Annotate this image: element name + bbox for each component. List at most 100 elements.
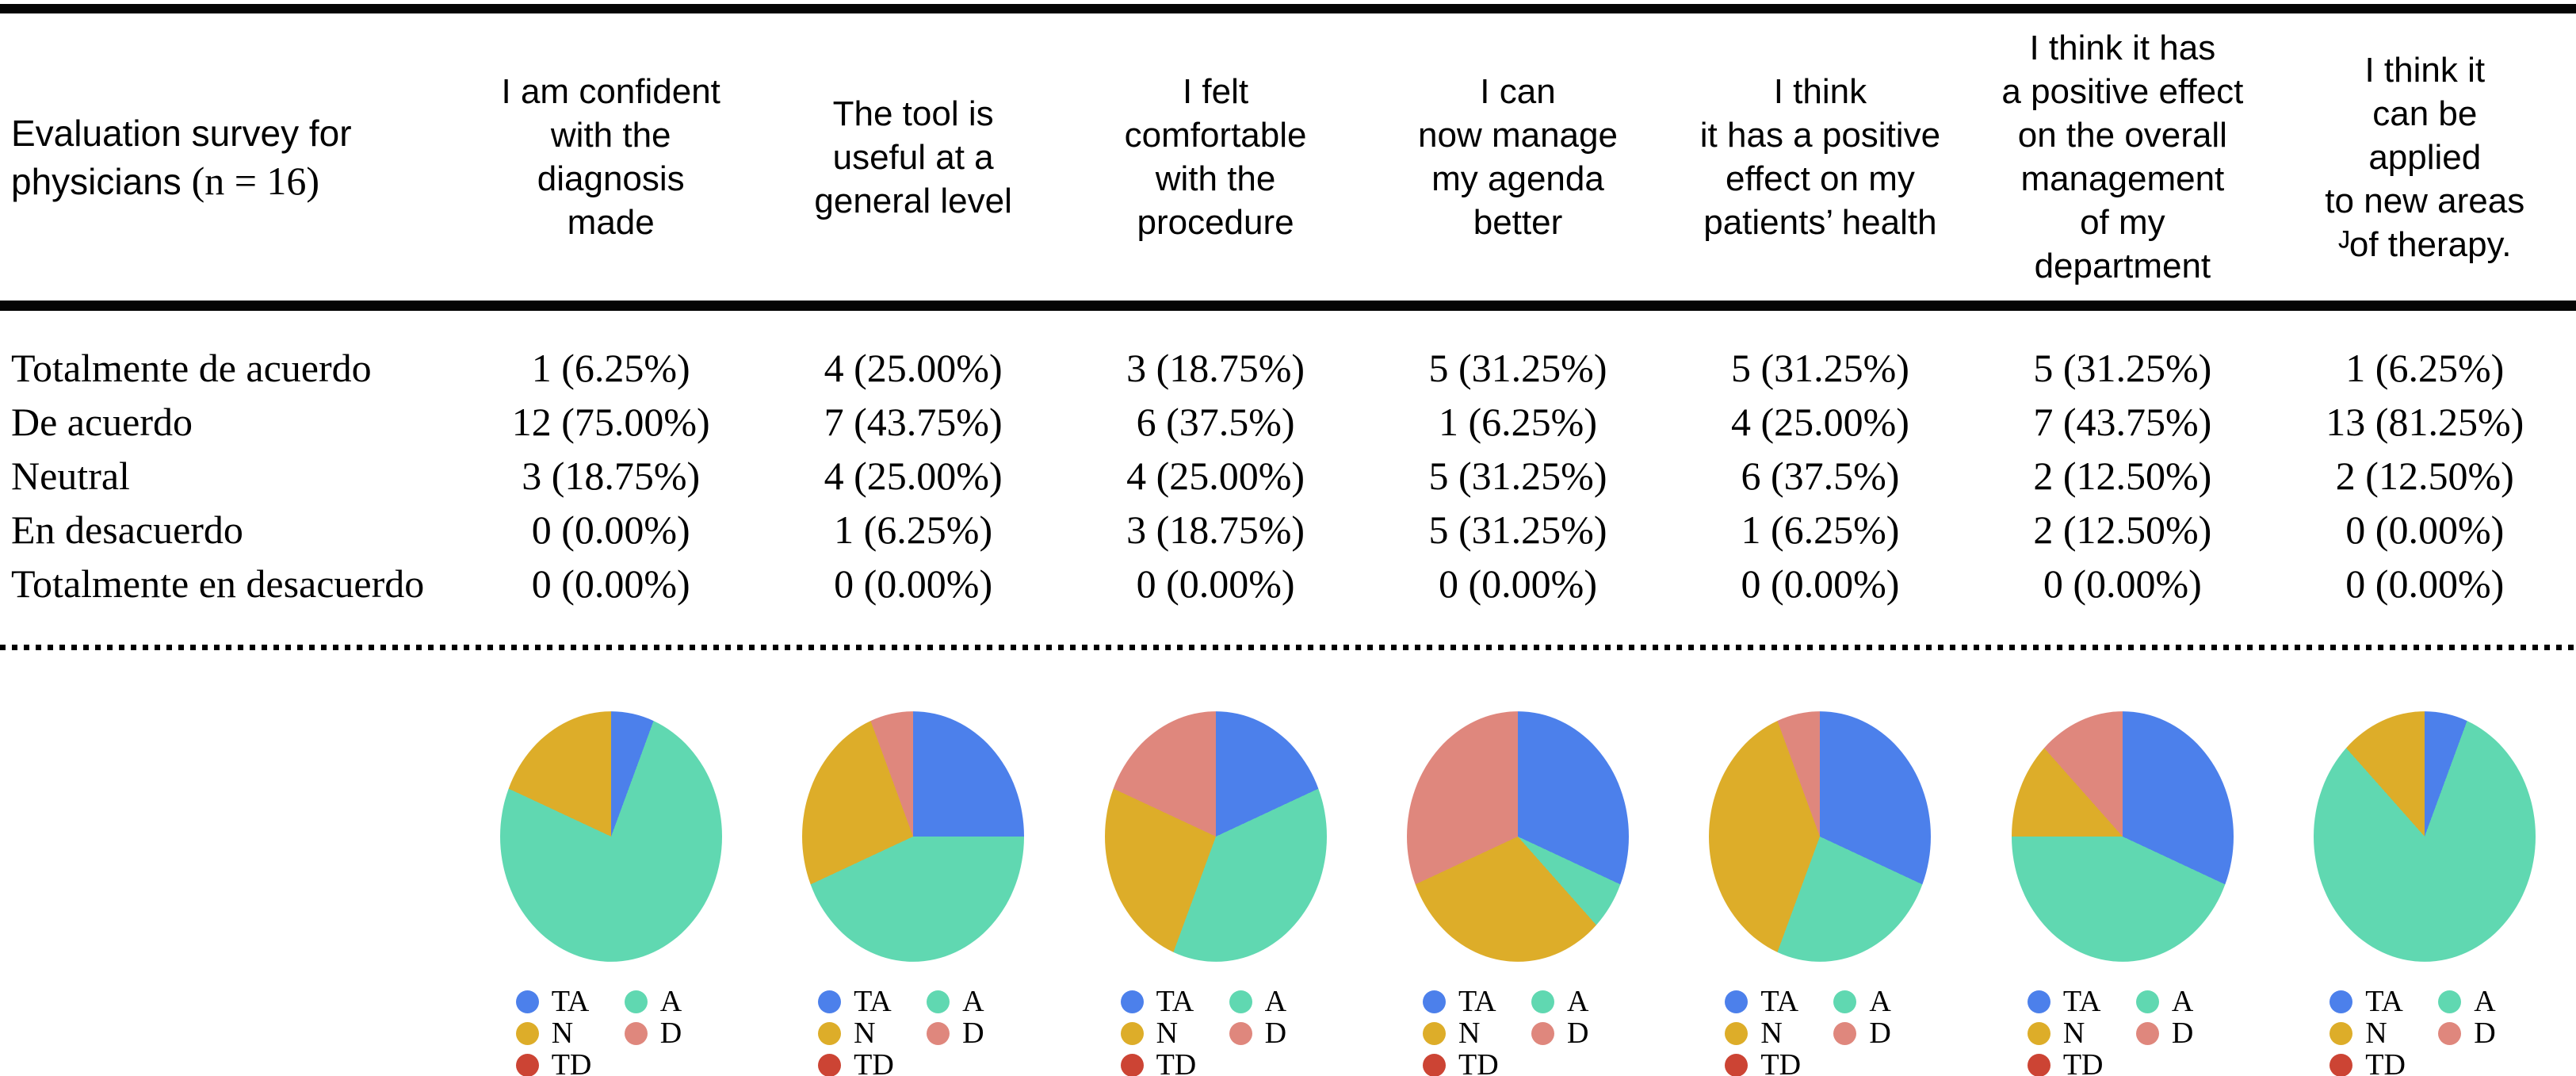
pie-legend-2: TA A N D TD — [818, 985, 1008, 1076]
legend-item-td: TD — [1725, 1048, 1806, 1076]
dotted-separator — [0, 645, 2576, 650]
column-header-line: diagnosis — [537, 159, 685, 198]
value-cell: 0 (0.00%) — [2345, 507, 2505, 552]
value-cell: 5 (31.25%) — [1428, 454, 1607, 498]
pie-chart-4 — [1406, 711, 1629, 962]
legend-label: N — [2062, 1017, 2085, 1050]
legend-item-td: TD — [2027, 1048, 2109, 1076]
pie-chart-7 — [2314, 711, 2536, 962]
pie-cell-1: TA A N D TD — [460, 711, 762, 1076]
legend-item-a: A — [1833, 985, 1915, 1018]
column-header-line: made — [567, 203, 655, 242]
pie-chart-1 — [499, 711, 722, 962]
column-header-line: I think it — [2364, 50, 2486, 90]
legend-swatch-d-icon — [2135, 1021, 2159, 1045]
legend-swatch-ta-icon — [2027, 990, 2050, 1013]
legend-label: N — [1156, 1017, 1179, 1050]
pie-legend-4: TA A N D TD — [1422, 985, 1613, 1076]
value-cell: 4 (25.00%) — [1730, 400, 1909, 444]
legend-label: TD — [854, 1048, 894, 1076]
column-header-line: general level — [814, 181, 1012, 220]
legend-swatch-n-icon — [818, 1021, 842, 1045]
legend-item-td: TD — [1120, 1048, 1202, 1076]
column-header-line: on the overall — [2017, 116, 2227, 155]
pie-legend-5: TA A N D TD — [1725, 985, 1915, 1076]
legend-swatch-ta-icon — [1120, 990, 1144, 1013]
legend-label: N — [551, 1017, 574, 1050]
legend-item-n: N — [818, 1017, 900, 1050]
column-header-line: effect on my — [1725, 159, 1915, 198]
pie-cell-4: TA A N D TD — [1366, 711, 1668, 1076]
column-header-7: I think it can be applied to new areas ᴶof t… — [2274, 13, 2576, 301]
legend-item-n: N — [1725, 1017, 1806, 1050]
legend-swatch-n-icon — [1120, 1021, 1144, 1045]
value-cell: 7 (43.75%) — [824, 400, 1003, 444]
legend-item-td: TD — [515, 1048, 598, 1076]
legend-item-n: N — [515, 1017, 598, 1050]
legend-swatch-d-icon — [1229, 1021, 1252, 1045]
legend-label: N — [2365, 1017, 2387, 1050]
pie-cell-5: TA A N D TD — [1669, 711, 1971, 1076]
legend-swatch-a-icon — [1833, 990, 1857, 1013]
legend-swatch-d-icon — [1531, 1021, 1554, 1045]
value-cell: 2 (12.50%) — [2033, 454, 2212, 498]
table-body: Totalmente de acuerdo De acuerdo Neutral En… — [0, 311, 2576, 644]
column-header-line: applied — [2368, 137, 2482, 177]
legend-label: D — [2171, 1017, 2194, 1050]
column-header-line: better — [1473, 203, 1563, 242]
legend-label: D — [962, 1017, 984, 1050]
value-cell: 0 (0.00%) — [834, 561, 993, 606]
legend-item-ta: TA — [1725, 985, 1806, 1018]
column-header-line: The tool is — [832, 94, 994, 133]
column-header-line: can be — [2372, 94, 2478, 133]
column-header-line: comfortable — [1124, 116, 1307, 155]
legend-item-ta: TA — [515, 985, 598, 1018]
column-header-6: I think it has a positive effect on the ov… — [1971, 13, 2273, 301]
legend-swatch-td-icon — [1725, 1053, 1749, 1076]
value-cell: 1 (6.25%) — [1439, 400, 1597, 444]
value-cell: 7 (43.75%) — [2033, 400, 2212, 444]
column-header-1: I am confident with the diagnosis made — [460, 13, 762, 301]
legend-label: D — [1869, 1017, 1891, 1050]
legend-label: TA — [854, 985, 892, 1018]
column-header-line: department — [2034, 247, 2211, 285]
table-mid-rule — [0, 301, 2576, 311]
pie-legend-7: TA A N D TD — [2329, 985, 2520, 1076]
value-cell: 5 (31.25%) — [1730, 346, 1909, 390]
table-top-rule — [0, 4, 2576, 13]
legend-swatch-a-icon — [624, 990, 648, 1013]
value-cell: 1 (6.25%) — [2345, 346, 2505, 390]
legend-item-a: A — [927, 985, 1008, 1018]
column-header-line: I can — [1480, 72, 1556, 111]
legend-item-ta: TA — [2329, 985, 2411, 1018]
value-cell: 2 (12.50%) — [2335, 454, 2514, 498]
legend-label: N — [1458, 1017, 1481, 1050]
value-column-4: 5 (31.25%) 1 (6.25%) 5 (31.25%) 5 (31.25%) 0… — [1366, 311, 1668, 644]
value-cell: 1 (6.25%) — [834, 507, 993, 552]
value-cell: 3 (18.75%) — [1126, 507, 1305, 552]
legend-item-ta: TA — [2027, 985, 2109, 1018]
value-column-6: 5 (31.25%) 7 (43.75%) 2 (12.50%) 2 (12.50%)… — [1971, 311, 2273, 644]
column-header-line: with the — [1155, 159, 1276, 198]
legend-swatch-ta-icon — [1725, 990, 1749, 1013]
legend-label: A — [2171, 985, 2194, 1018]
value-column-1: 1 (6.25%) 12 (75.00%) 3 (18.75%) 0 (0.00%) 0… — [460, 311, 762, 644]
value-cell: 6 (37.5%) — [1136, 400, 1295, 444]
legend-item-a: A — [1531, 985, 1613, 1018]
value-column-5: 5 (31.25%) 4 (25.00%) 6 (37.5%) 1 (6.25%) 0 … — [1669, 311, 1971, 644]
legend-label: N — [1760, 1017, 1783, 1050]
legend-swatch-td-icon — [2027, 1053, 2050, 1076]
legend-label: TA — [1760, 985, 1799, 1018]
legend-swatch-n-icon — [515, 1021, 539, 1045]
pie-chart-6 — [2011, 711, 2234, 962]
value-cell: 1 (6.25%) — [1741, 507, 1900, 552]
value-cell: 4 (25.00%) — [824, 346, 1003, 390]
legend-item-d: D — [1531, 1017, 1613, 1050]
column-header-line: of my — [2080, 203, 2165, 242]
legend-label: A — [2474, 985, 2496, 1018]
column-header-line: it has a positive — [1699, 116, 1941, 155]
pie-legend-6: TA A N D TD — [2027, 985, 2218, 1076]
legend-item-ta: TA — [1422, 985, 1504, 1018]
row-label: De acuerdo — [11, 400, 193, 444]
